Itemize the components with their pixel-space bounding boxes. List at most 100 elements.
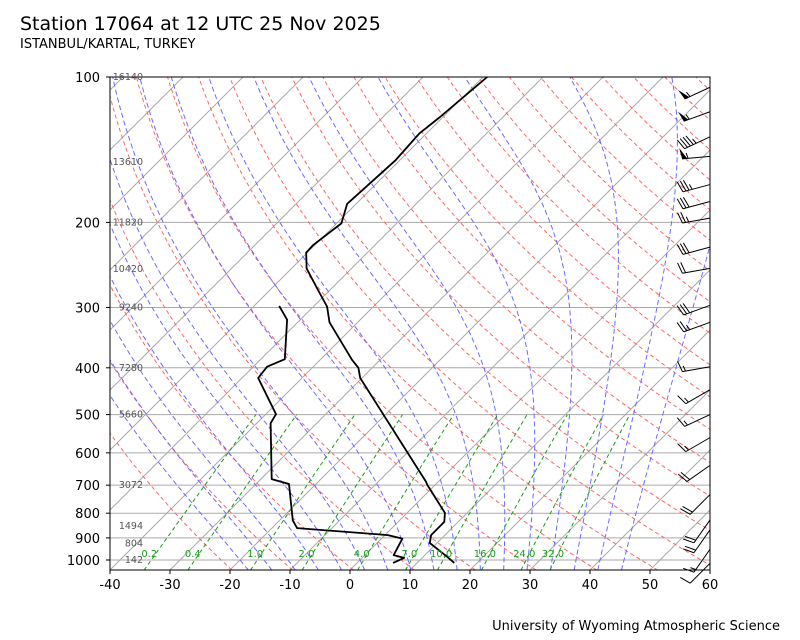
x-tick-label: 60 bbox=[702, 578, 719, 593]
dry-adiabat-line bbox=[540, 77, 710, 241]
height-label: 13610 bbox=[113, 157, 143, 168]
isotherm-line bbox=[110, 77, 364, 331]
x-tick-label: 50 bbox=[642, 578, 659, 593]
station-name: ISTANBUL/KARTAL, TURKEY bbox=[20, 37, 196, 52]
y-tick-label: 400 bbox=[75, 362, 100, 377]
height-label: 10420 bbox=[113, 264, 143, 275]
wind-barb bbox=[678, 111, 711, 122]
barb-full bbox=[682, 506, 693, 513]
background-lines bbox=[110, 77, 800, 570]
wind-barb bbox=[677, 361, 711, 373]
barb-shaft bbox=[682, 267, 711, 274]
dry-adiabat-line bbox=[260, 77, 710, 531]
barb-half bbox=[685, 152, 689, 159]
moist-adiabat-line bbox=[253, 77, 481, 570]
isotherm-line bbox=[169, 77, 664, 570]
barb-shaft bbox=[686, 464, 711, 482]
chart-title: Station 17064 at 12 UTC 25 Nov 2025 bbox=[20, 13, 381, 35]
wind-barb bbox=[677, 464, 711, 482]
moist-adiabat-line bbox=[170, 77, 435, 570]
barb-shaft bbox=[693, 529, 711, 554]
barb-full bbox=[676, 139, 686, 149]
height-label: 11820 bbox=[113, 217, 143, 228]
barb-half bbox=[683, 420, 688, 426]
barb-half bbox=[684, 397, 689, 403]
dry-adiabat-line bbox=[758, 77, 800, 570]
wind-barb bbox=[676, 303, 711, 316]
barb-full bbox=[677, 262, 683, 274]
plot-frame bbox=[109, 76, 711, 571]
moist-adiabat-line bbox=[208, 77, 458, 570]
dry-adiabat-line bbox=[664, 77, 710, 121]
isotherm-line bbox=[589, 449, 710, 570]
wind-barb bbox=[677, 437, 711, 453]
wind-barb bbox=[680, 494, 711, 515]
barb-shaft bbox=[684, 414, 711, 427]
barb-full bbox=[676, 417, 686, 427]
x-tick-label: 20 bbox=[462, 578, 479, 593]
barb-full bbox=[680, 577, 691, 584]
dry-adiabat-line bbox=[477, 77, 710, 303]
dry-adiabat-line bbox=[110, 94, 476, 570]
barb-full bbox=[676, 322, 685, 333]
barb-full bbox=[677, 473, 688, 482]
mixing-ratio-label: 4.0 bbox=[354, 549, 370, 560]
barb-shaft bbox=[693, 519, 711, 544]
dry-adiabat-line bbox=[110, 432, 233, 570]
moist-adiabat-line bbox=[110, 394, 249, 570]
barb-full bbox=[682, 242, 690, 253]
moist-adiabat-line bbox=[464, 77, 573, 570]
isotherm-line bbox=[649, 509, 710, 570]
barb-full bbox=[684, 545, 696, 551]
height-label: 142 bbox=[125, 555, 143, 566]
y-tick-label: 300 bbox=[75, 301, 100, 316]
isotherm-line bbox=[110, 77, 124, 91]
mixing-ratio-label: 1.0 bbox=[247, 549, 263, 560]
barb-half bbox=[684, 445, 689, 451]
mixing-ratio-line bbox=[549, 414, 631, 570]
barb-half bbox=[685, 91, 691, 97]
dry-adiabat-line bbox=[602, 77, 710, 181]
barb-full bbox=[676, 181, 684, 193]
dry-adiabat-line bbox=[135, 77, 537, 570]
barb-full bbox=[680, 211, 687, 223]
dry-adiabat-line bbox=[322, 77, 710, 464]
barb-full bbox=[679, 243, 687, 254]
mixing-ratio-label: 24.0 bbox=[513, 549, 535, 560]
barb-full bbox=[677, 443, 687, 452]
moist-adiabat-line bbox=[110, 223, 343, 570]
barb-full bbox=[682, 136, 691, 147]
barb-full bbox=[680, 471, 691, 481]
mixing-ratio-label: 0.2 bbox=[141, 549, 157, 560]
height-label: 16140 bbox=[113, 72, 143, 83]
moist-adiabat-line bbox=[139, 77, 412, 570]
x-tick-label: 40 bbox=[582, 578, 599, 593]
barb-full bbox=[682, 303, 691, 314]
barb-shaft bbox=[682, 246, 711, 255]
moist-adiabat-line bbox=[110, 275, 319, 570]
mixing-ratio-label: 10.0 bbox=[430, 549, 452, 560]
barb-full bbox=[679, 304, 688, 315]
wind-barb bbox=[676, 321, 711, 333]
barb-shaft bbox=[683, 321, 711, 333]
barb-shaft bbox=[689, 494, 711, 515]
isotherm-line bbox=[110, 77, 544, 511]
wind-barb bbox=[678, 86, 711, 100]
y-tick-label: 100 bbox=[75, 71, 100, 86]
dewpoint-profile-line bbox=[257, 305, 405, 564]
barb-full bbox=[676, 198, 684, 209]
wind-barb bbox=[677, 211, 711, 224]
height-label: 5660 bbox=[119, 410, 143, 421]
wind-barb bbox=[683, 548, 711, 573]
isotherm-line bbox=[409, 269, 710, 570]
mixing-ratio-line bbox=[187, 414, 298, 570]
y-tick-label: 200 bbox=[75, 216, 100, 231]
footer-credit: University of Wyoming Atmospheric Scienc… bbox=[492, 619, 780, 634]
isotherm-line bbox=[229, 89, 710, 570]
isotherm-line bbox=[110, 77, 184, 151]
isotherm-line bbox=[529, 389, 710, 570]
wind-barb bbox=[679, 148, 711, 160]
y-tick-label: 800 bbox=[75, 507, 100, 522]
barb-full bbox=[680, 262, 687, 273]
